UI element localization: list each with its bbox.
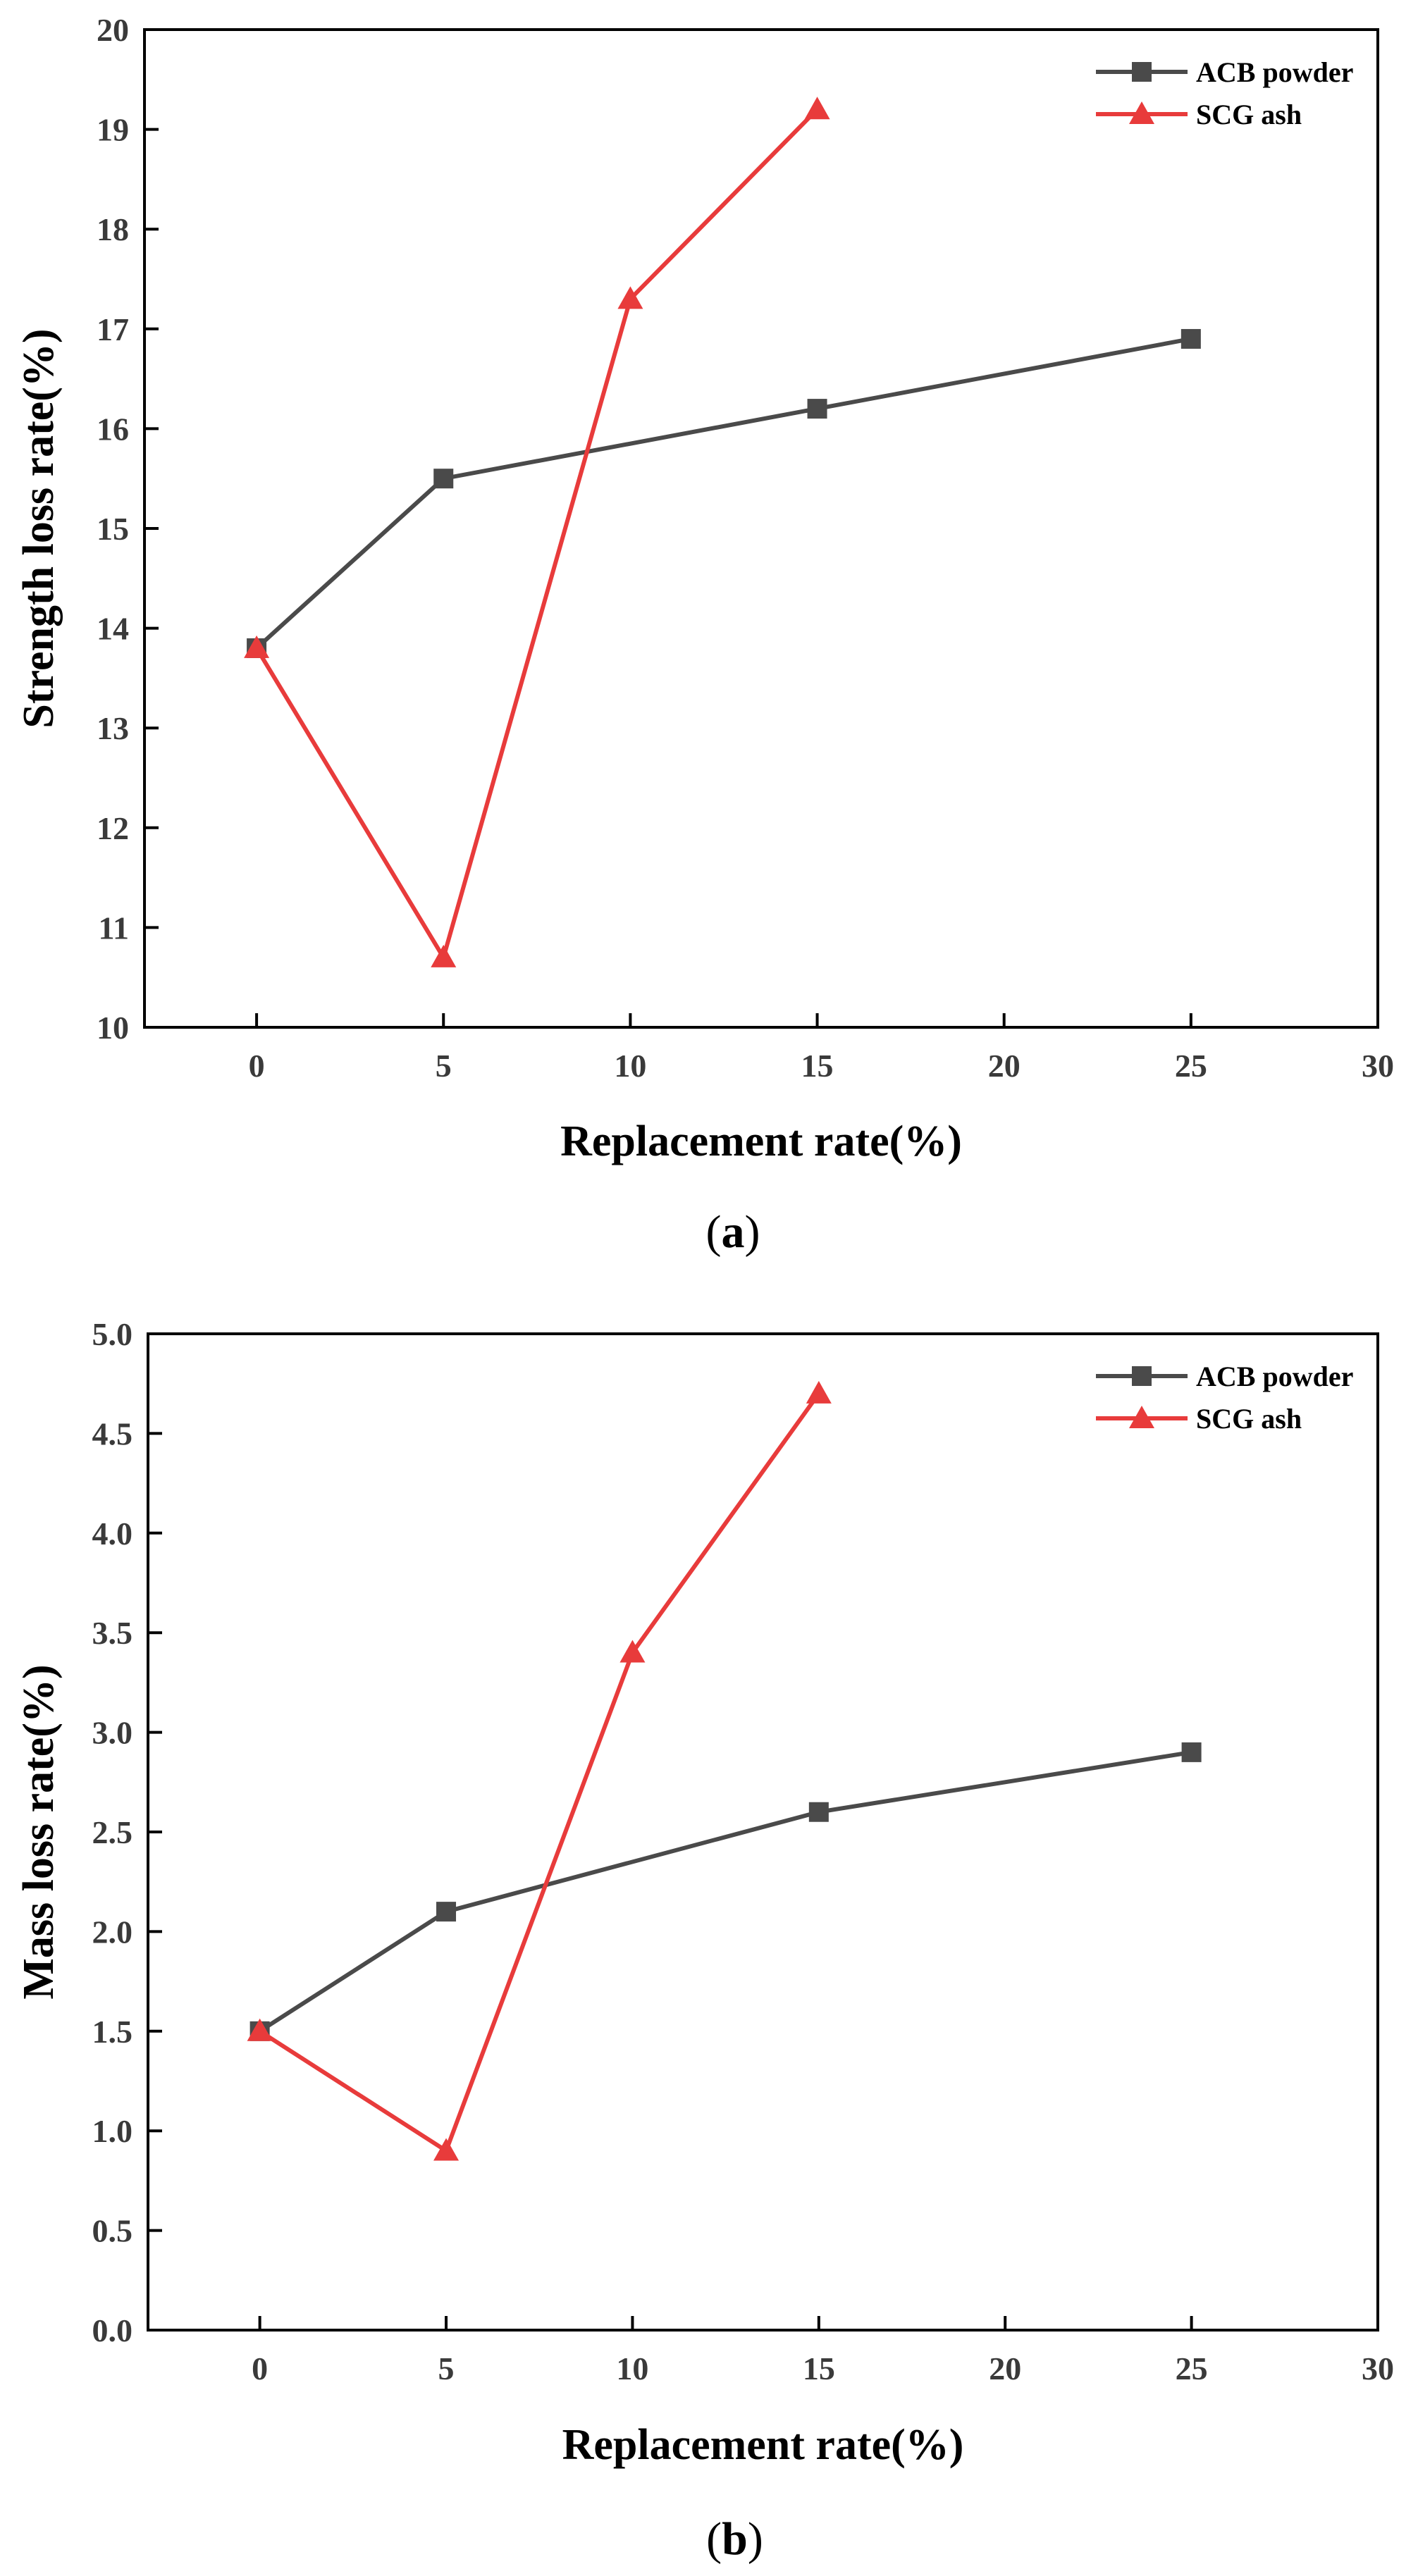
data-point [807, 399, 827, 419]
series-acb-powder [247, 328, 1201, 658]
data-point [436, 1902, 457, 1922]
y-tick-label: 12 [97, 810, 129, 846]
data-point [1181, 1742, 1202, 1762]
y-tick-label: 15 [97, 511, 129, 547]
legend-label: ACB powder [1196, 56, 1353, 88]
x-tick-label: 5 [438, 2351, 455, 2386]
x-tick-label: 5 [436, 1048, 452, 1084]
x-tick-label: 10 [614, 1048, 646, 1084]
data-point [244, 635, 270, 658]
data-point [247, 2018, 273, 2041]
legend-label: SCG ash [1196, 99, 1302, 130]
x-tick-label: 0 [252, 2351, 268, 2386]
x-tick-label: 30 [1362, 1048, 1394, 1084]
legend: ACB powder SCG ash [1096, 56, 1353, 130]
data-point [619, 1640, 646, 1663]
data-point [431, 944, 457, 967]
legend-marker [1132, 1366, 1152, 1386]
y-tick-label: 18 [97, 211, 129, 247]
legend-label: SCG ash [1196, 1403, 1302, 1435]
y-tick-label: 16 [97, 411, 129, 447]
panel-label-letter: b [722, 2513, 748, 2565]
x-tick-label: 15 [801, 1048, 834, 1084]
y-axis-title: Mass loss rate(%) [15, 1664, 63, 1999]
plot-frame [143, 28, 1379, 1029]
legend-marker [1129, 101, 1154, 124]
x-axis-title: Replacement rate(%) [560, 1117, 962, 1165]
data-point [804, 97, 830, 120]
legend-marker [1129, 1406, 1154, 1428]
x-axis-title: Replacement rate(%) [562, 2421, 964, 2469]
series-line [259, 1392, 821, 2155]
x-tick-label: 10 [616, 2351, 648, 2386]
y-tick-label: 14 [97, 611, 129, 647]
series-acb-powder [249, 1742, 1202, 2041]
y-tick-label: 19 [97, 112, 129, 148]
x-tick-label: 25 [1176, 2351, 1208, 2386]
x-tick-label: 20 [988, 1048, 1021, 1084]
data-point [433, 2138, 460, 2161]
panel-label-letter: a [722, 1206, 745, 1258]
legend-label: ACB powder [1196, 1361, 1353, 1392]
y-tick-label: 11 [99, 910, 129, 946]
chart-panel-a: 0 5 10 15 20 25 30 10 11 12 13 14 15 16 17 18 19 20 Replac… [15, 12, 1394, 1258]
x-tick-label: 25 [1175, 1048, 1207, 1084]
y-tick-label: 4.5 [92, 1416, 133, 1451]
legend-marker [1132, 62, 1152, 82]
plot-frame [147, 1332, 1379, 2332]
y-tick-label: 0.0 [92, 2312, 133, 2348]
x-tick-label: 20 [989, 2351, 1021, 2386]
series-line [259, 1750, 1192, 2033]
y-tick-label: 17 [97, 311, 129, 347]
series-scg-ash [247, 1380, 832, 2161]
y-tick-label: 2.0 [92, 1914, 133, 1950]
y-tick-label: 2.5 [92, 1814, 133, 1850]
y-tick-label: 3.5 [92, 1615, 133, 1651]
y-tick-label: 0.5 [92, 2213, 133, 2249]
y-tick-label: 13 [97, 710, 129, 746]
y-tick-label: 10 [97, 1010, 129, 1046]
series-scg-ash [244, 97, 830, 967]
data-point [808, 1802, 829, 1822]
data-point [806, 1380, 832, 1404]
data-point [433, 469, 454, 489]
y-tick-label: 1.5 [92, 2014, 133, 2050]
legend: ACB powder SCG ash [1096, 1361, 1353, 1435]
y-tick-label: 1.0 [92, 2113, 133, 2149]
chart-panel-b: 0 5 10 15 20 25 30 0.0 0.5 1.0 1.5 2.0 2.5 3.0 3.5 4.0 4… [15, 1316, 1394, 2565]
series-line [254, 108, 819, 963]
x-tick-label: 0 [249, 1048, 265, 1084]
y-tick-label: 20 [97, 12, 129, 48]
x-tick-label: 15 [803, 2351, 835, 2386]
panel-label: (a) [706, 1206, 760, 1258]
x-tick-label: 30 [1362, 2351, 1394, 2386]
panel-label: (b) [706, 2513, 763, 2565]
y-axis-title: Strength loss rate(%) [15, 328, 63, 728]
y-tick-label: 3.0 [92, 1715, 133, 1751]
y-tick-label: 5.0 [92, 1316, 133, 1352]
y-tick-label: 4.0 [92, 1516, 133, 1552]
data-point [1180, 328, 1201, 349]
data-point [617, 286, 643, 309]
series-line [255, 337, 1192, 650]
